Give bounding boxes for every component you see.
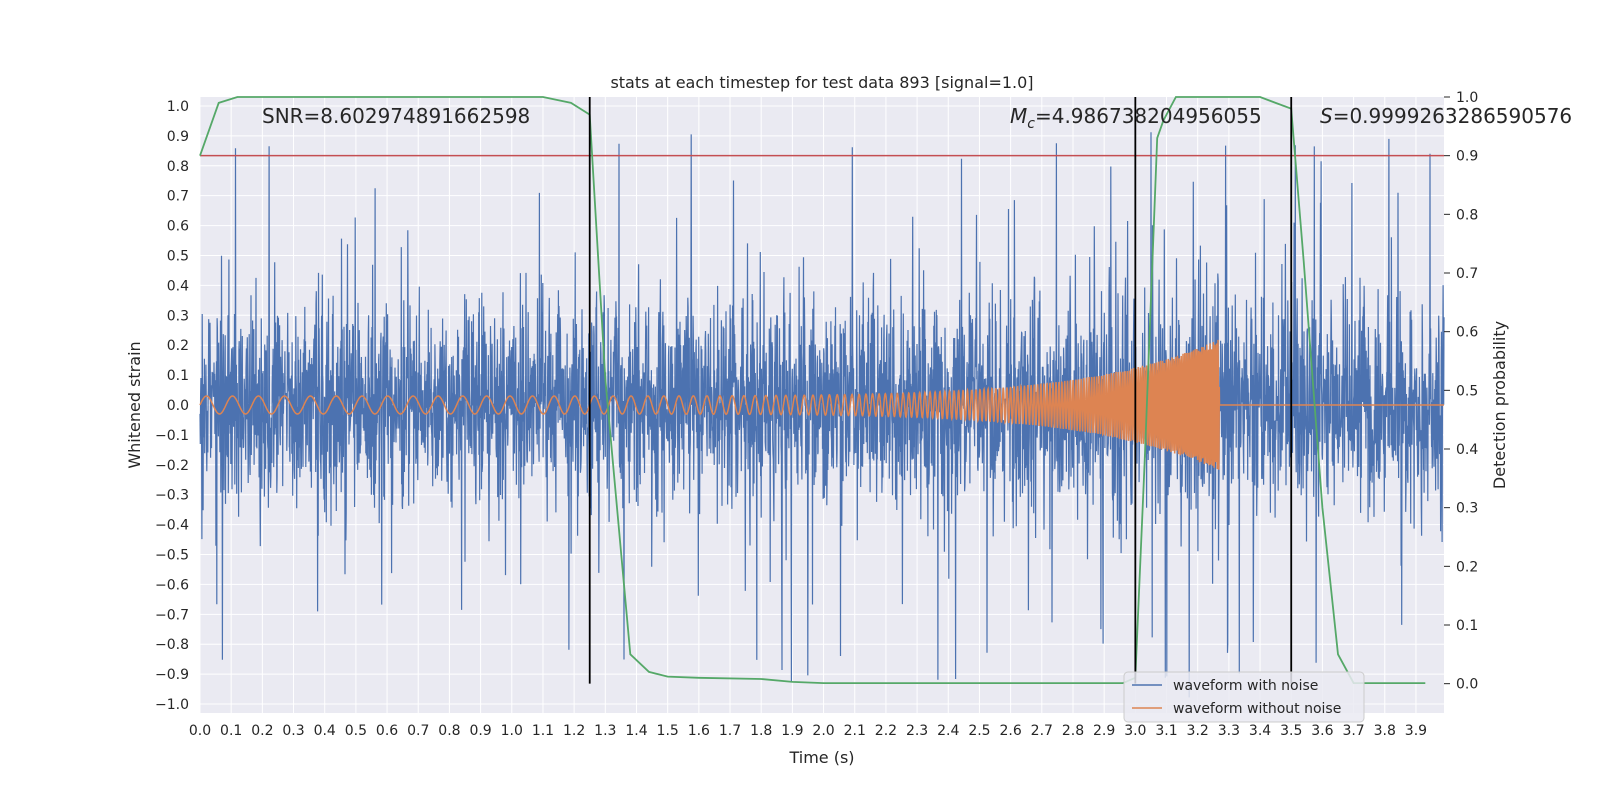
chirp-mass-value: =4.986738204956055: [1035, 104, 1262, 128]
x-tick-label: 1.8: [750, 723, 772, 739]
y-tick-label: 0.3: [167, 308, 189, 324]
x-tick-label: 0.4: [314, 723, 336, 739]
x-tick-label: 0.2: [251, 723, 273, 739]
snr-annotation: SNR=8.602974891662598: [262, 104, 530, 128]
x-tick-label: 0.8: [438, 723, 460, 739]
y-tick-label: 0.9: [167, 129, 189, 145]
y2-axis-label: Detection probability: [1490, 321, 1509, 489]
y-tick-label: −1.0: [155, 697, 189, 713]
x-tick-label: 2.9: [1093, 723, 1115, 739]
x-tick-label: 3.4: [1249, 723, 1271, 739]
series-detection-probability: [199, 96, 1426, 684]
x-tick-label: 0.6: [376, 723, 398, 739]
y2-tick-label: 0.4: [1456, 442, 1478, 458]
x-tick-label: 1.9: [781, 723, 803, 739]
y-tick-label: −0.3: [155, 488, 189, 504]
legend-label-clean: waveform without noise: [1173, 701, 1341, 717]
x-tick-label: 0.3: [282, 723, 304, 739]
x-tick-label: 3.3: [1218, 723, 1240, 739]
x-tick-label: 1.1: [532, 723, 554, 739]
y2-tick-label: 0.7: [1456, 266, 1478, 282]
y-tick-label: −0.9: [155, 667, 189, 683]
y-tick-label: 0.2: [167, 338, 189, 354]
y-tick-label: 0.6: [167, 219, 189, 235]
y2-tick-label: 0.0: [1456, 677, 1478, 693]
series-waveform-without-noise: [199, 339, 1444, 470]
x-tick-label: 1.2: [563, 723, 585, 739]
x-tick-label: 0.7: [407, 723, 429, 739]
y2-tick-label: 0.8: [1456, 207, 1478, 223]
x-tick-label: 0.5: [345, 723, 367, 739]
x-tick-label: 3.9: [1405, 723, 1427, 739]
x-tick-label: 3.5: [1280, 723, 1302, 739]
x-tick-label: 1.5: [657, 723, 679, 739]
y-tick-label: 0.4: [167, 278, 189, 294]
score-annotation: S=0.9999263286590576: [1320, 104, 1572, 128]
x-tick-label: 3.6: [1311, 723, 1333, 739]
y-tick-label: −0.6: [155, 577, 189, 593]
x-tick-label: 0.0: [189, 723, 211, 739]
x-tick-label: 3.0: [1124, 723, 1146, 739]
x-tick-label: 3.7: [1342, 723, 1364, 739]
x-tick-label: 2.6: [999, 723, 1021, 739]
x-tick-label: 2.8: [1062, 723, 1084, 739]
x-tick-label: 2.0: [812, 723, 834, 739]
x-tick-label: 1.0: [501, 723, 523, 739]
y-tick-label: 0.8: [167, 159, 189, 175]
y-tick-label: 0.1: [167, 368, 189, 384]
x-tick-label: 0.9: [469, 723, 491, 739]
legend: waveform with noise waveform without noi…: [1123, 671, 1365, 723]
y-tick-label: 0.7: [167, 189, 189, 205]
y-tick-label: −0.8: [155, 637, 189, 653]
y2-tick-label: 0.3: [1456, 501, 1478, 517]
x-tick-label: 2.3: [906, 723, 928, 739]
x-axis-label: Time (s): [788, 748, 854, 767]
plot-area: [199, 96, 1445, 698]
y2-tick-label: 1.0: [1456, 90, 1478, 106]
y-tick-label: −0.4: [155, 518, 189, 534]
y-tick-label: −0.1: [155, 428, 189, 444]
x-tick-label: 2.1: [844, 723, 866, 739]
y2-tick-label: 0.6: [1456, 325, 1478, 341]
y-tick-label: 0.0: [167, 398, 189, 414]
y-tick-label: −0.2: [155, 458, 189, 474]
x-tick-label: 3.1: [1155, 723, 1177, 739]
y-axis-ticks: 1.0 0.9 0.8 0.7 0.6 0.5 0.4 0.3 0.2 0.1 0.0 −0.1 −0.…: [155, 99, 189, 713]
y2-tick-label: 0.9: [1456, 149, 1478, 165]
legend-label-noise: waveform with noise: [1173, 678, 1318, 694]
x-tick-label: 1.7: [719, 723, 741, 739]
x-tick-label: 3.2: [1187, 723, 1209, 739]
x-tick-label: 2.7: [1031, 723, 1053, 739]
x-tick-label: 2.5: [968, 723, 990, 739]
chirp-mass-annotation: Mc=4.986738204956055: [1010, 104, 1262, 132]
x-tick-label: 1.6: [688, 723, 710, 739]
y2-tick-label: 0.1: [1456, 618, 1478, 634]
y2-axis-ticks: 1.0 0.9 0.8 0.7 0.6 0.5 0.4 0.3 0.2 0.1 0.0: [1444, 90, 1478, 693]
x-tick-label: 1.4: [625, 723, 647, 739]
y-tick-label: −0.5: [155, 548, 189, 564]
legend-box: [1123, 671, 1365, 723]
y-tick-label: 1.0: [167, 99, 189, 115]
y2-tick-label: 0.2: [1456, 559, 1478, 575]
x-tick-label: 2.2: [875, 723, 897, 739]
chart-title: stats at each timestep for test data 893…: [610, 73, 1033, 92]
y2-tick-label: 0.5: [1456, 383, 1478, 399]
x-tick-label: 0.1: [220, 723, 242, 739]
score-symbol: S: [1320, 104, 1333, 128]
x-tick-label: 1.3: [594, 723, 616, 739]
score-value: =0.9999263286590576: [1333, 104, 1572, 128]
series-waveform-with-noise: [199, 132, 1445, 698]
chirp-mass-symbol: M: [1010, 104, 1027, 128]
x-axis-ticks: 0.0 0.1 0.2 0.3 0.4 0.5 0.6 0.7 0.8 0.9 1.0 1.1 1.2 1…: [189, 723, 1427, 739]
x-tick-label: 2.4: [937, 723, 959, 739]
y-axis-label: Whitened strain: [125, 341, 144, 468]
y-tick-label: −0.7: [155, 607, 189, 623]
x-tick-label: 3.8: [1374, 723, 1396, 739]
y-tick-label: 0.5: [167, 248, 189, 264]
chirp-mass-subscript: c: [1027, 116, 1035, 132]
